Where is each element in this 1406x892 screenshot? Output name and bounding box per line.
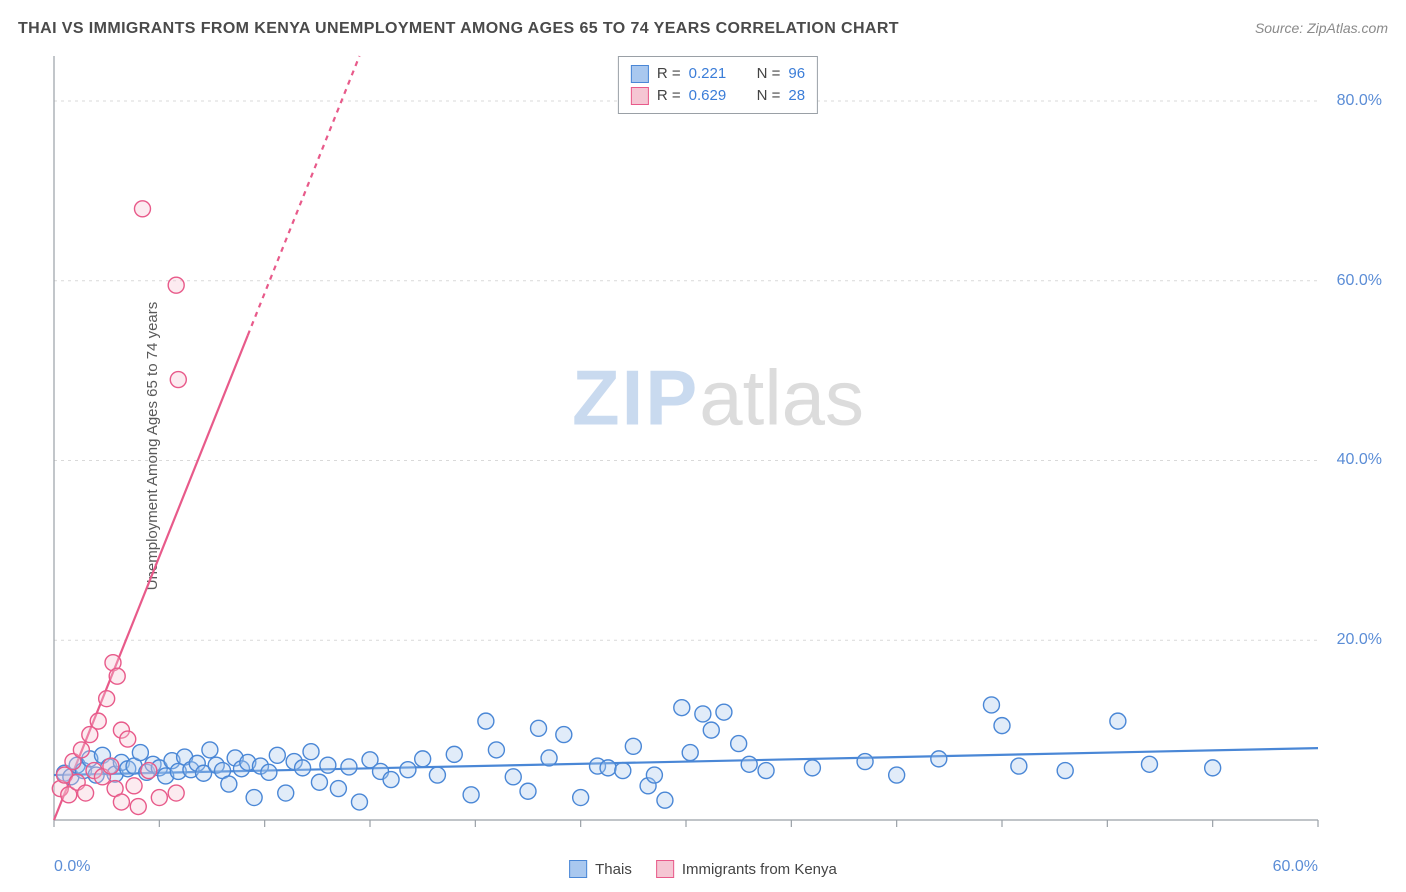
n-value: 96 xyxy=(788,63,805,85)
y-tick-label: 40.0% xyxy=(1337,451,1382,469)
n-label: N = xyxy=(757,63,781,85)
legend-swatch-kenya xyxy=(656,860,674,878)
chart-title: THAI VS IMMIGRANTS FROM KENYA UNEMPLOYME… xyxy=(18,20,899,38)
legend-swatch-thais xyxy=(569,860,587,878)
legend-label-thais: Thais xyxy=(595,861,632,878)
legend-item-kenya: Immigrants from Kenya xyxy=(656,860,837,878)
r-value: 0.221 xyxy=(689,63,739,85)
chart-header: THAI VS IMMIGRANTS FROM KENYA UNEMPLOYME… xyxy=(18,20,1388,38)
series-legend: Thais Immigrants from Kenya xyxy=(569,860,837,878)
legend-label-kenya: Immigrants from Kenya xyxy=(682,861,837,878)
swatch-thais xyxy=(631,65,649,83)
n-label: N = xyxy=(757,85,781,107)
plot-area: ZIPatlas R =0.221N =96R =0.629N =28 20.0… xyxy=(48,50,1388,842)
y-tick-label: 80.0% xyxy=(1337,92,1382,110)
n-value: 28 xyxy=(788,85,805,107)
r-label: R = xyxy=(657,63,681,85)
swatch-kenya xyxy=(631,87,649,105)
stats-row-kenya: R = 0.629 N = 28 xyxy=(631,85,805,107)
x-tick-label: 0.0% xyxy=(54,858,90,876)
y-tick-label: 20.0% xyxy=(1337,631,1382,649)
scatter-plot-svg xyxy=(48,50,1388,842)
r-label: R = xyxy=(657,85,681,107)
r-value: 0.629 xyxy=(689,85,739,107)
y-tick-label: 60.0% xyxy=(1337,272,1382,290)
source-attribution: Source: ZipAtlas.com xyxy=(1255,20,1388,36)
correlation-stats-box: R = 0.221 N = 96 R = 0.629 N = 28 xyxy=(618,56,818,114)
x-tick-label: 60.0% xyxy=(1273,858,1318,876)
stats-row-thais: R = 0.221 N = 96 xyxy=(631,63,805,85)
legend-item-thais: Thais xyxy=(569,860,632,878)
